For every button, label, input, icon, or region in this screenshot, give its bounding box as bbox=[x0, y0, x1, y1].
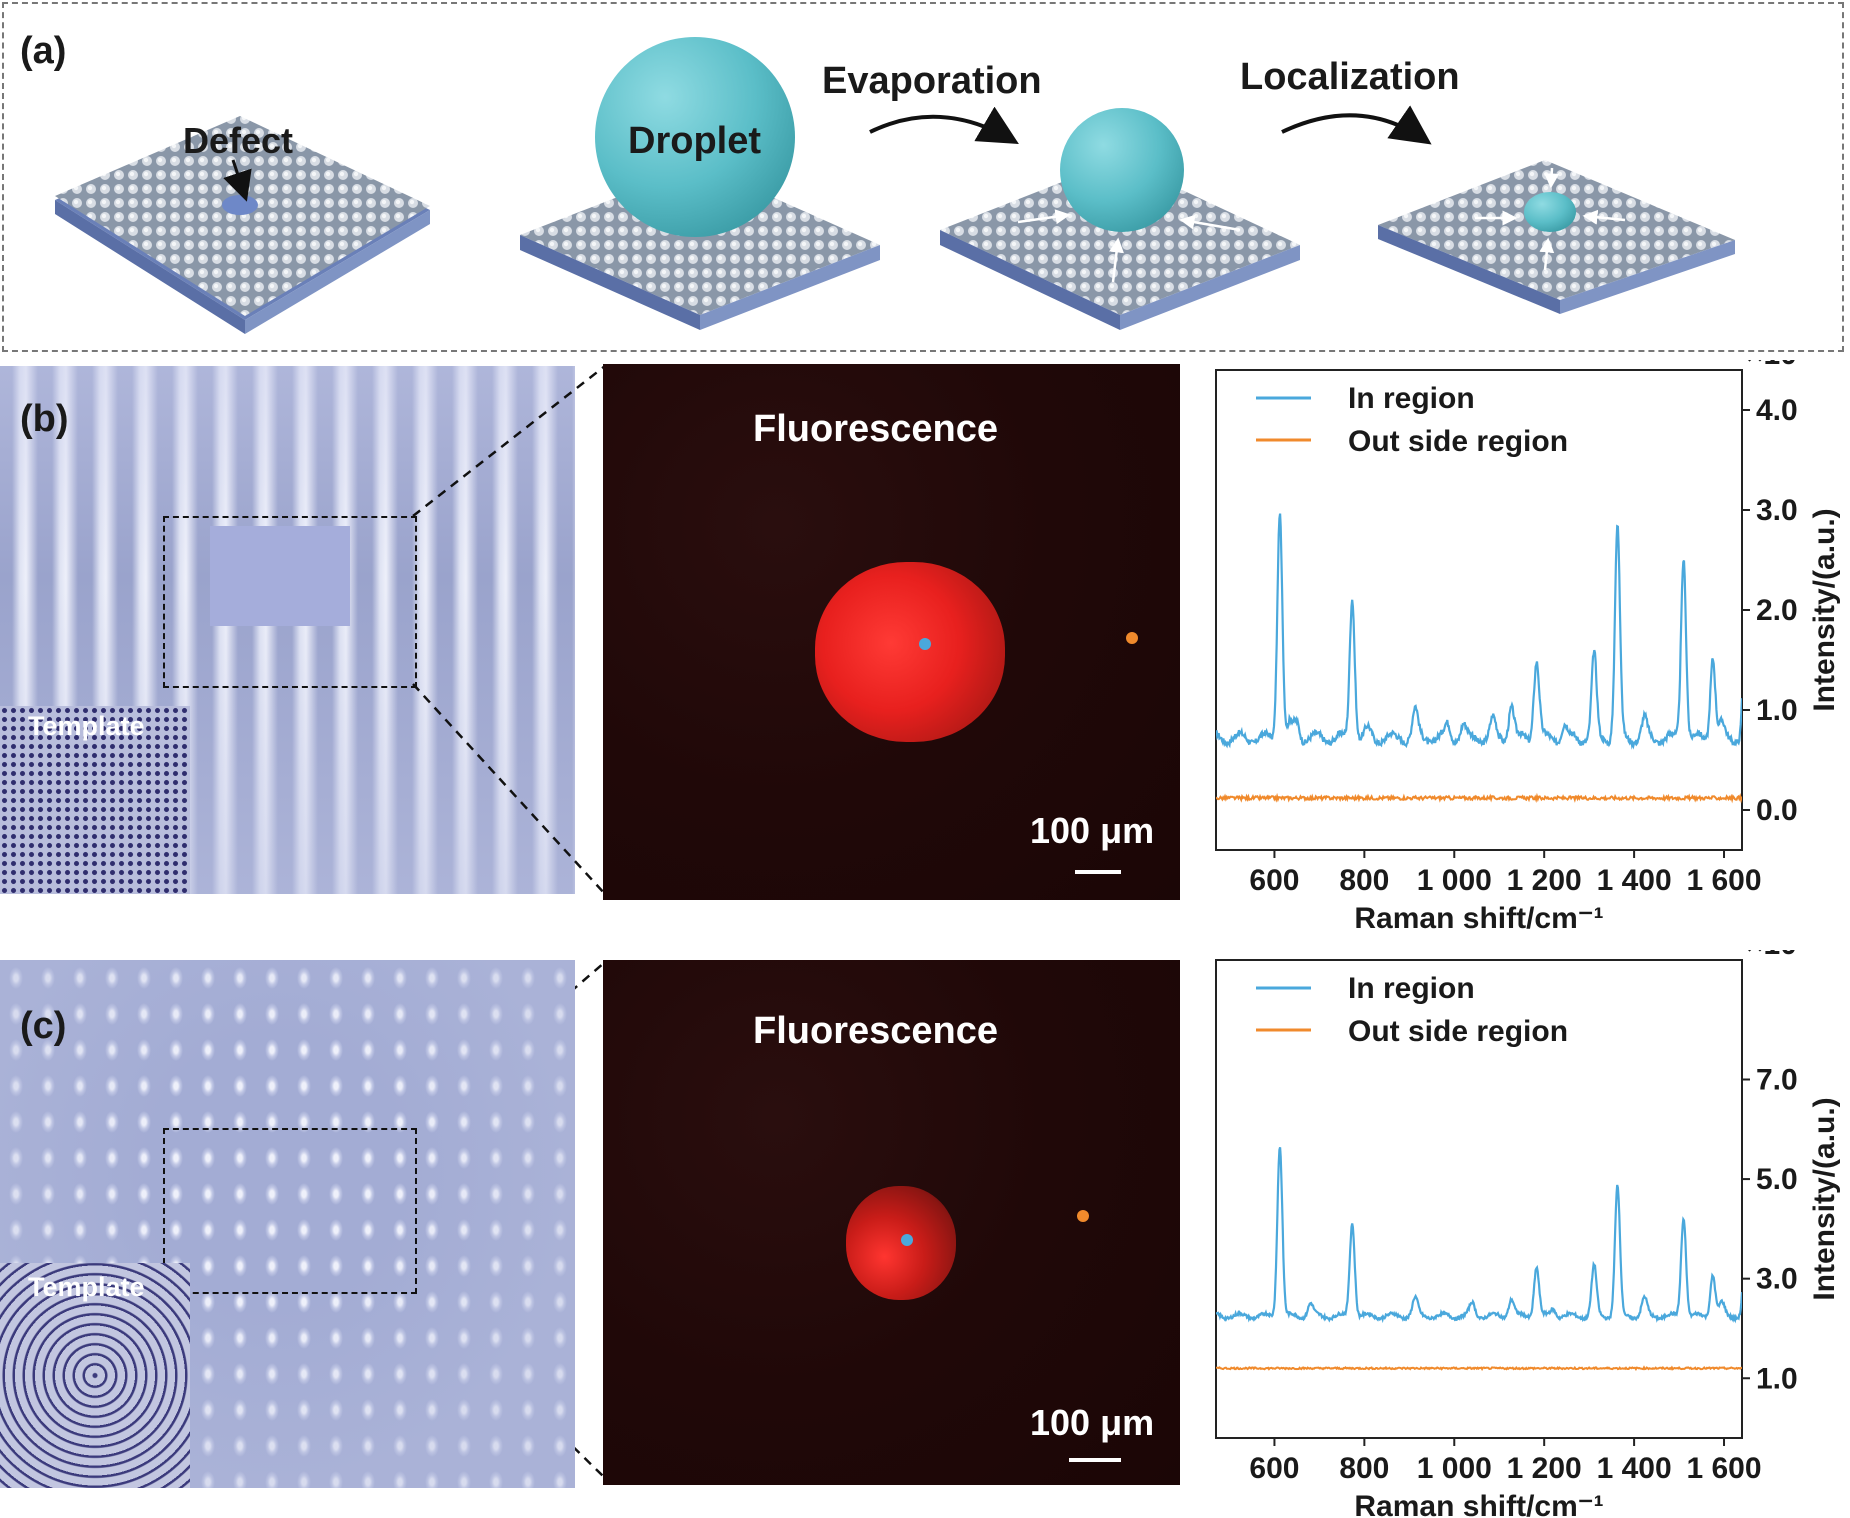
out-region-dot-b bbox=[1126, 632, 1138, 644]
y-tick-label: 2.0 bbox=[1756, 594, 1798, 627]
panel-a-frame bbox=[2, 2, 1844, 352]
raman-chart-b: 600 800 1 000 1 200 1 400 1 600 0.0 1.0 2.0 3.0 4.… bbox=[1215, 360, 1841, 935]
axis-multiplier: ×10³ bbox=[1746, 360, 1807, 371]
y-tick-label: 3.0 bbox=[1756, 494, 1798, 527]
scale-bar-line-c bbox=[1069, 1458, 1121, 1462]
x-tick-label: 800 bbox=[1339, 864, 1389, 897]
scale-bar-label-b: 100 μm bbox=[1030, 810, 1155, 851]
scale-bar-label-c: 100 μm bbox=[1030, 1402, 1155, 1443]
fluorescence-spot-b bbox=[815, 562, 1005, 742]
y-tick-label: 1.0 bbox=[1756, 1362, 1798, 1395]
substrate-evaporating bbox=[940, 108, 1300, 330]
in-region-line bbox=[1216, 513, 1742, 750]
out-region-dot-c bbox=[1077, 1210, 1089, 1222]
out-region-line bbox=[1216, 1365, 1742, 1371]
out-region-line bbox=[1216, 792, 1742, 804]
x-tick-label: 1 600 bbox=[1686, 1452, 1761, 1485]
x-tick-label: 1 400 bbox=[1597, 1452, 1672, 1485]
substrate-defect bbox=[55, 116, 430, 334]
evaporation-arrow bbox=[869, 106, 1019, 145]
substrate-droplet bbox=[520, 37, 880, 330]
axis-multiplier: ×10³ bbox=[1746, 950, 1807, 961]
y-tick-label: 3.0 bbox=[1756, 1263, 1798, 1296]
substrate-localized bbox=[1378, 160, 1735, 314]
zoom-box-c bbox=[163, 1128, 417, 1294]
legend-label-in: In region bbox=[1348, 382, 1475, 415]
y-tick-label: 4.0 bbox=[1756, 394, 1798, 427]
evaporation-label: Evaporation bbox=[822, 60, 1042, 102]
panel-a-label: (a) bbox=[20, 30, 67, 72]
x-axis-label: Raman shift/cm⁻¹ bbox=[1354, 902, 1603, 935]
x-axis-label: Raman shift/cm⁻¹ bbox=[1354, 1490, 1603, 1518]
legend-label-out: Out side region bbox=[1348, 425, 1568, 458]
panel-c-label: (c) bbox=[20, 1005, 67, 1047]
y-tick-label: 1.0 bbox=[1756, 694, 1798, 727]
x-tick-label: 1 400 bbox=[1597, 864, 1672, 897]
fluorescence-title-c: Fluorescence bbox=[753, 1010, 998, 1052]
x-tick-label: 800 bbox=[1339, 1452, 1389, 1485]
scale-bar-line-b bbox=[1075, 870, 1121, 874]
defect-label: Defect bbox=[183, 120, 294, 161]
in-region-line bbox=[1216, 1147, 1742, 1324]
y-axis-label: Intensity/(a.u.) bbox=[1808, 1097, 1841, 1300]
x-tick-label: 1 600 bbox=[1686, 864, 1761, 897]
x-tick-label: 1 000 bbox=[1417, 1452, 1492, 1485]
x-tick-label: 600 bbox=[1249, 864, 1299, 897]
y-tick-label: 5.0 bbox=[1756, 1163, 1798, 1196]
droplet-label: Droplet bbox=[628, 120, 761, 162]
fluorescence-image-c bbox=[603, 960, 1180, 1485]
y-tick-label: 7.0 bbox=[1756, 1064, 1798, 1097]
fluorescence-image-b bbox=[603, 364, 1180, 900]
template-inset-b bbox=[0, 706, 190, 894]
localization-label: Localization bbox=[1240, 56, 1460, 98]
panel-a-schematic bbox=[55, 37, 1735, 334]
fluorescence-title-b: Fluorescence bbox=[753, 408, 998, 450]
panel-b-label: (b) bbox=[20, 398, 69, 440]
x-tick-label: 600 bbox=[1249, 1452, 1299, 1485]
legend-label-in: In region bbox=[1348, 972, 1475, 1005]
template-inset-c bbox=[0, 1263, 190, 1488]
x-tick-label: 1 000 bbox=[1417, 864, 1492, 897]
y-tick-label: 0.0 bbox=[1756, 794, 1798, 827]
template-label-c: Template bbox=[28, 1272, 145, 1302]
zoom-box-b bbox=[163, 516, 417, 688]
x-tick-label: 1 200 bbox=[1507, 1452, 1582, 1485]
in-region-dot-b bbox=[919, 638, 931, 650]
legend-label-out: Out side region bbox=[1348, 1015, 1568, 1048]
in-region-dot-c bbox=[901, 1234, 913, 1246]
raman-chart-c: 600 800 1 000 1 200 1 400 1 600 1.0 3.0 5.0 7.0 ×1… bbox=[1215, 950, 1841, 1518]
template-label-b: Template bbox=[28, 711, 145, 741]
x-tick-label: 1 200 bbox=[1507, 864, 1582, 897]
defect-region-b bbox=[210, 526, 350, 626]
plot-frame bbox=[1215, 959, 1743, 1439]
localization-arrow bbox=[1281, 105, 1432, 145]
y-axis-label: Intensity/(a.u.) bbox=[1808, 508, 1841, 711]
